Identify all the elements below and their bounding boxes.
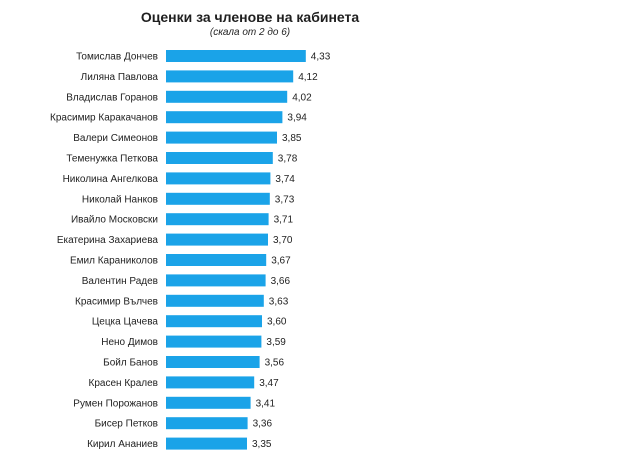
value-label: 3,85 [282, 133, 302, 144]
category-label: Томислав Дончев [76, 52, 158, 63]
bar [166, 152, 273, 164]
chart-subtitle: (скала от 2 до 6) [209, 27, 291, 38]
value-label: 4,12 [298, 72, 318, 83]
value-label: 3,73 [275, 194, 295, 205]
bar [166, 213, 269, 226]
bar [166, 396, 251, 409]
value-label: 4,02 [292, 92, 312, 103]
bar [166, 274, 266, 287]
value-label: 3,36 [253, 419, 273, 430]
category-label: Красен Кралев [89, 378, 158, 389]
bar [166, 315, 262, 328]
value-label: 3,74 [275, 174, 295, 185]
category-label: Владислав Горанов [66, 92, 158, 103]
bar [166, 294, 264, 307]
category-label: Валентин Радев [82, 276, 158, 287]
category-label: Кирил Ананиев [87, 439, 158, 450]
value-label: 3,71 [274, 215, 294, 226]
bar [166, 172, 271, 185]
bar [166, 335, 262, 348]
bar [166, 437, 247, 450]
value-label: 3,60 [267, 317, 287, 328]
category-label: Бисер Петков [95, 419, 158, 430]
bar [166, 50, 306, 62]
bar [166, 376, 255, 389]
value-label: 3,67 [271, 256, 291, 267]
bar [166, 131, 277, 144]
category-label: Теменужка Петкова [66, 154, 158, 165]
value-label: 4,33 [311, 52, 331, 63]
value-label: 3,66 [271, 276, 291, 287]
value-label: 3,94 [287, 113, 307, 124]
bar [166, 90, 288, 103]
value-label: 3,41 [256, 398, 276, 409]
category-label: Румен Порожанов [73, 398, 158, 409]
category-label: Нено Димов [101, 337, 158, 348]
value-label: 3,59 [266, 337, 286, 348]
value-label: 3,78 [278, 154, 298, 165]
category-label: Красимир Каракачанов [50, 113, 158, 124]
bar [166, 70, 294, 83]
value-label: 3,47 [259, 378, 279, 389]
value-label: 3,56 [265, 358, 285, 369]
bar [166, 192, 270, 205]
category-label: Николина Ангелкова [63, 174, 159, 185]
bar [166, 254, 267, 266]
category-label: Цецка Цачева [92, 317, 159, 328]
category-label: Ивайло Московски [71, 215, 158, 226]
category-label: Екатерина Захариева [57, 235, 159, 246]
value-label: 3,63 [269, 296, 289, 307]
bar [166, 111, 283, 124]
category-label: Лиляна Павлова [81, 72, 159, 83]
bar [166, 233, 268, 246]
bar [166, 417, 248, 430]
bar [166, 356, 260, 368]
chart-title: Оценки за членове на кабинета [140, 9, 360, 25]
category-label: Емил Караниколов [70, 256, 158, 267]
category-label: Николай Нанков [82, 194, 158, 205]
category-label: Валери Симеонов [73, 133, 158, 144]
category-label: Красимир Вълчев [75, 296, 158, 307]
value-label: 3,35 [252, 439, 272, 450]
category-label: Бойл Банов [103, 358, 158, 369]
value-label: 3,70 [273, 235, 293, 246]
